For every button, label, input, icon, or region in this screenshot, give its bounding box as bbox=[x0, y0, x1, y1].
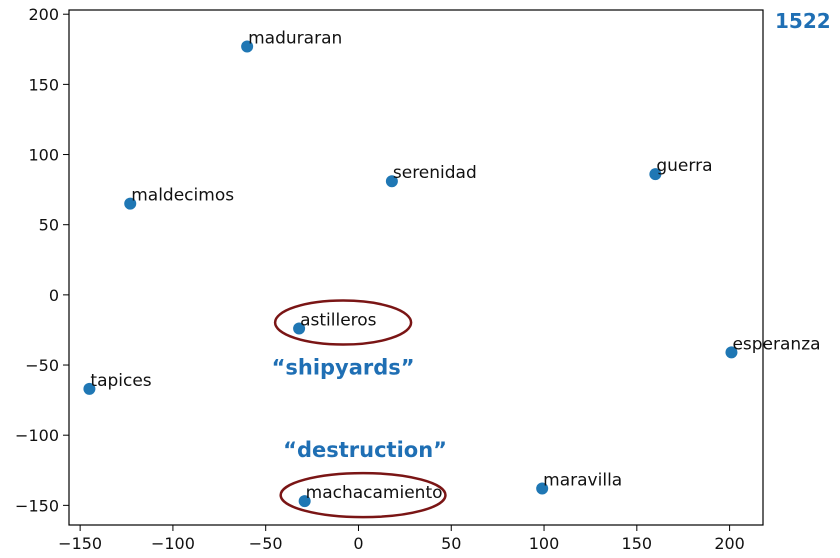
y-tick-label: 150 bbox=[28, 75, 59, 94]
x-tick-label: 50 bbox=[441, 534, 461, 553]
highlight-ellipse bbox=[279, 471, 447, 519]
y-tick-label: −50 bbox=[25, 356, 59, 375]
data-point bbox=[241, 40, 254, 53]
data-point bbox=[536, 482, 549, 495]
x-tick-label: 200 bbox=[714, 534, 745, 553]
point-label: maldecimos bbox=[131, 186, 234, 206]
y-tick-label: 100 bbox=[28, 146, 59, 165]
x-tick-label: 150 bbox=[622, 534, 653, 553]
point-label: maduraran bbox=[248, 28, 342, 48]
point-label: maravilla bbox=[543, 471, 622, 491]
plot-frame bbox=[68, 9, 764, 526]
y-tick-label: 200 bbox=[28, 5, 59, 24]
point-label: machacamiento bbox=[306, 483, 443, 503]
x-tick-label: −50 bbox=[249, 534, 283, 553]
point-label: guerra bbox=[656, 156, 712, 176]
data-point bbox=[293, 322, 306, 335]
point-label: serenidad bbox=[393, 163, 477, 183]
point-label: astilleros bbox=[300, 311, 377, 331]
annotation-translation: “destruction” bbox=[283, 438, 447, 462]
y-tick-label: −100 bbox=[15, 426, 59, 445]
data-point bbox=[385, 175, 398, 188]
annotation-translation: “shipyards” bbox=[272, 356, 415, 380]
x-tick-label: 100 bbox=[529, 534, 560, 553]
data-point bbox=[725, 346, 738, 359]
point-label: esperanza bbox=[732, 334, 820, 354]
x-tick-label: −150 bbox=[58, 534, 102, 553]
y-tick-label: 50 bbox=[39, 216, 59, 235]
highlight-ellipse bbox=[273, 299, 413, 346]
data-point bbox=[124, 197, 137, 210]
data-point bbox=[83, 382, 96, 395]
x-tick-label: 0 bbox=[353, 534, 363, 553]
corner-label: 1522 bbox=[775, 9, 831, 33]
x-tick-label: −100 bbox=[151, 534, 195, 553]
data-point bbox=[298, 495, 311, 508]
data-point bbox=[649, 168, 662, 181]
y-tick-label: 0 bbox=[49, 286, 59, 305]
y-tick-label: −150 bbox=[15, 496, 59, 515]
point-label: tapices bbox=[90, 371, 151, 391]
